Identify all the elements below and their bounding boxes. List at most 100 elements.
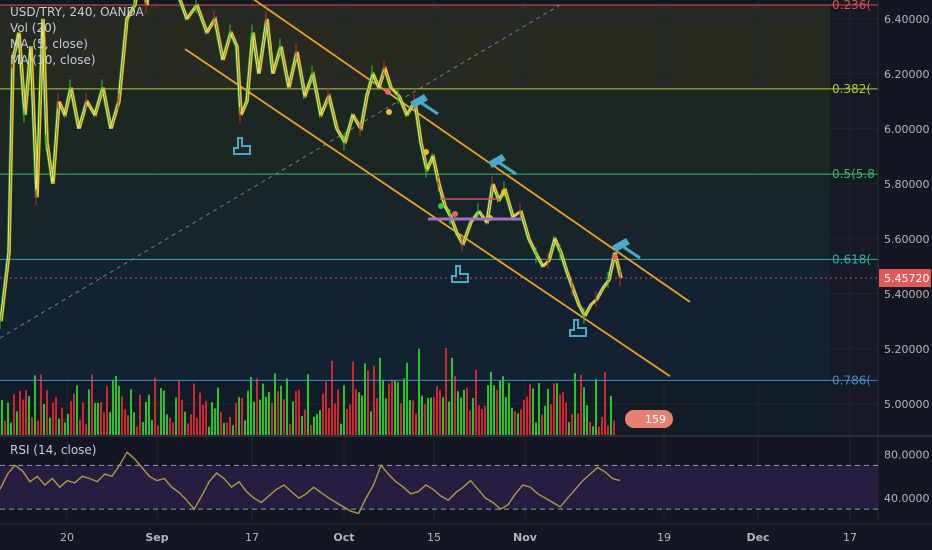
volume-bar: [349, 404, 351, 435]
volume-bar: [592, 426, 594, 435]
volume-bar: [436, 386, 438, 435]
volume-bar: [91, 374, 93, 435]
volume-bar: [151, 420, 153, 435]
volume-bar: [409, 400, 411, 435]
hand-pointer-icon: [233, 137, 251, 155]
volume-bar: [559, 394, 561, 435]
volume-bar: [154, 377, 156, 435]
volume-bar: [373, 365, 375, 435]
volume-bar: [94, 402, 96, 435]
volume-bar: [484, 405, 486, 435]
volume-bar: [205, 400, 207, 435]
volume-bar: [163, 390, 165, 435]
hand-shape: [451, 265, 469, 283]
volume-bar: [355, 389, 357, 435]
volume-bar: [76, 385, 78, 435]
volume-bar: [553, 383, 555, 435]
volume-bar: [196, 417, 198, 435]
volume-bar: [142, 422, 144, 435]
volume-bars: [1, 347, 615, 435]
rsi-legend[interactable]: RSI (14, close): [10, 443, 97, 457]
volume-bar: [46, 390, 48, 435]
volume-bar: [109, 412, 111, 435]
volume-bar: [4, 420, 6, 435]
volume-bar: [439, 389, 441, 435]
volume-bar: [406, 362, 408, 435]
volume-bar: [343, 385, 345, 435]
volume-bar: [445, 347, 447, 435]
volume-bar: [430, 397, 432, 435]
volume-bar: [325, 381, 327, 435]
volume-bar: [346, 409, 348, 435]
volume-bar: [568, 422, 570, 435]
price-series: [0, 0, 623, 330]
volume-bar: [367, 370, 369, 435]
volume-bar: [580, 374, 582, 435]
volume-bar: [388, 383, 390, 435]
volume-bar: [496, 389, 498, 435]
legend-volume[interactable]: Vol (20): [10, 21, 57, 35]
volume-bar: [532, 388, 534, 435]
volume-bar: [613, 420, 615, 435]
volume-bar: [49, 417, 51, 435]
volume-bar: [13, 394, 15, 435]
rsi-pane: 80.0000 40.0000: [0, 435, 932, 515]
volume-bar: [10, 422, 12, 435]
volume-bar: [169, 417, 171, 435]
signal-dot: [501, 189, 507, 195]
volume-bar: [493, 385, 495, 435]
volume-bar: [28, 396, 30, 435]
volume-bar: [229, 416, 231, 435]
target-arrow-icon: [488, 154, 517, 176]
volume-bar: [556, 383, 558, 435]
volume-bar: [157, 425, 159, 435]
time-tick-label: 15: [427, 531, 441, 544]
volume-bar: [448, 401, 450, 435]
legend-ma-10[interactable]: MA (10, close): [10, 53, 96, 67]
volume-bar: [607, 425, 609, 435]
volume-bar: [184, 411, 186, 435]
volume-bar: [517, 413, 519, 435]
volume-bar: [442, 397, 444, 435]
target-arrow-icon: [612, 238, 641, 260]
volume-bar: [280, 385, 282, 435]
volume-bar: [43, 403, 45, 435]
volume-bar: [412, 400, 414, 435]
volume-bar: [256, 378, 258, 435]
signal-dot: [452, 211, 458, 217]
volume-bar: [235, 402, 237, 435]
volume-bar: [454, 376, 456, 435]
price-axis-bg: [878, 0, 932, 435]
volume-bar: [136, 426, 138, 435]
volume-badge: 159: [625, 410, 673, 428]
volume-bar: [175, 397, 177, 435]
legend-ma-5[interactable]: MA (5, close): [10, 37, 88, 51]
hand-shape: [233, 137, 251, 155]
volume-bar: [391, 379, 393, 435]
last-price-badge: [879, 269, 931, 288]
legend-symbol[interactable]: USD/TRY, 240, OANDA: [10, 5, 144, 19]
fib-band: [0, 174, 830, 260]
volume-bar: [274, 373, 276, 435]
volume-bar: [31, 417, 33, 435]
hand-shape: [569, 319, 587, 337]
time-tick-label: Nov: [513, 531, 538, 544]
volume-bar: [121, 396, 123, 435]
volume-bar: [466, 387, 468, 435]
volume-bar: [115, 376, 117, 435]
volume-bar: [268, 392, 270, 435]
volume-bar: [79, 419, 81, 435]
volume-bar: [22, 399, 24, 435]
volume-bar: [58, 418, 60, 435]
volume-bar: [589, 421, 591, 435]
time-tick-label: Oct: [333, 531, 354, 544]
marker-tail: [621, 244, 641, 260]
rsi-line: [0, 451, 621, 515]
signal-dot: [385, 89, 391, 95]
time-tick-label: Sep: [145, 531, 168, 544]
fib-label: 0.236(: [832, 0, 871, 12]
volume-bar: [475, 369, 477, 435]
volume-bar: [562, 392, 564, 435]
volume-bar: [289, 424, 291, 435]
